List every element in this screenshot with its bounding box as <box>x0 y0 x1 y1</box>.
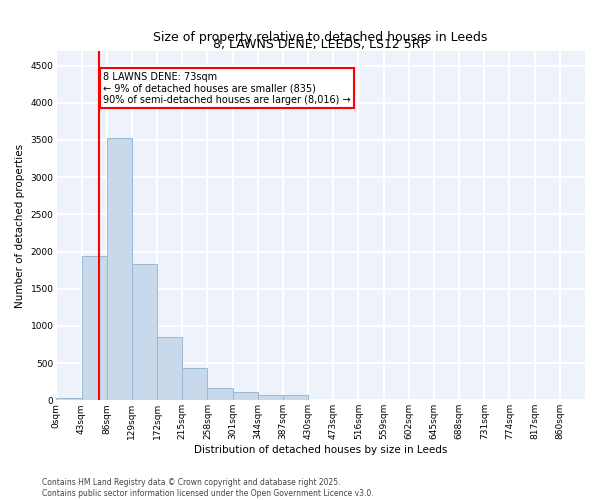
X-axis label: Distribution of detached houses by size in Leeds: Distribution of detached houses by size … <box>194 445 448 455</box>
Bar <box>182 368 208 400</box>
Text: Contains HM Land Registry data © Crown copyright and database right 2025.
Contai: Contains HM Land Registry data © Crown c… <box>42 478 374 498</box>
Bar <box>258 394 283 400</box>
Bar <box>283 396 308 400</box>
Bar <box>107 138 132 400</box>
Bar <box>132 264 157 400</box>
Y-axis label: Number of detached properties: Number of detached properties <box>15 144 25 308</box>
Bar <box>56 398 82 400</box>
Title: 8, LAWNS DENE, LEEDS, LS12 5RP: 8, LAWNS DENE, LEEDS, LS12 5RP <box>213 38 428 51</box>
Bar <box>82 256 107 400</box>
Bar <box>157 337 182 400</box>
Text: Size of property relative to detached houses in Leeds: Size of property relative to detached ho… <box>154 30 488 44</box>
Bar <box>233 392 258 400</box>
Bar <box>208 388 233 400</box>
Text: 8 LAWNS DENE: 73sqm
← 9% of detached houses are smaller (835)
90% of semi-detach: 8 LAWNS DENE: 73sqm ← 9% of detached hou… <box>103 72 350 104</box>
